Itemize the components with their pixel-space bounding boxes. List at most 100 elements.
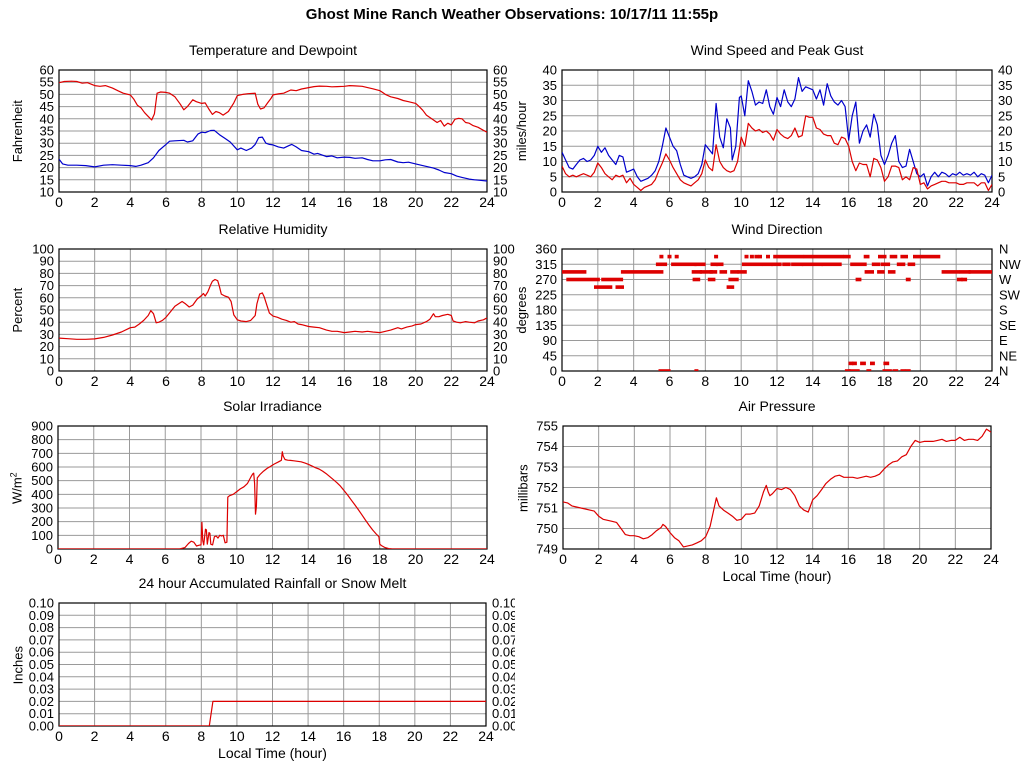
svg-text:10: 10 xyxy=(998,154,1012,169)
svg-text:700: 700 xyxy=(31,446,53,461)
svg-text:0.05: 0.05 xyxy=(492,657,515,672)
svg-text:18: 18 xyxy=(876,551,892,567)
svg-text:12: 12 xyxy=(769,194,785,210)
svg-text:16: 16 xyxy=(841,194,857,210)
svg-text:50: 50 xyxy=(40,87,54,102)
svg-text:14: 14 xyxy=(805,373,821,389)
svg-text:2: 2 xyxy=(91,194,99,210)
svg-text:55: 55 xyxy=(493,75,507,90)
svg-text:24: 24 xyxy=(479,551,495,567)
svg-text:10: 10 xyxy=(40,185,54,200)
svg-text:0: 0 xyxy=(47,364,54,379)
svg-text:4: 4 xyxy=(126,194,134,210)
x-axis-label-pressure: Local Time (hour) xyxy=(722,568,832,584)
svg-text:8: 8 xyxy=(702,551,710,567)
svg-text:0.00: 0.00 xyxy=(29,719,54,734)
air-pressure-plot: 0 2 4 6 8 10 12 14 16 18 20 22 247497507517527537547… xyxy=(536,419,999,568)
svg-text:20: 20 xyxy=(408,373,424,389)
svg-text:NW: NW xyxy=(999,257,1021,272)
svg-text:22: 22 xyxy=(443,728,459,744)
svg-text:S: S xyxy=(999,303,1008,318)
svg-text:15: 15 xyxy=(493,172,507,187)
svg-text:20: 20 xyxy=(408,194,424,210)
svg-text:0.01: 0.01 xyxy=(492,706,515,721)
svg-text:40: 40 xyxy=(998,63,1012,78)
svg-text:10: 10 xyxy=(493,185,507,200)
svg-text:70: 70 xyxy=(493,278,507,293)
svg-text:12: 12 xyxy=(265,373,281,389)
svg-text:W: W xyxy=(999,272,1012,287)
svg-text:10: 10 xyxy=(493,351,507,366)
svg-text:SE: SE xyxy=(999,318,1017,333)
svg-text:8: 8 xyxy=(197,551,205,567)
svg-text:0.10: 0.10 xyxy=(492,596,515,611)
svg-text:14: 14 xyxy=(301,194,317,210)
svg-text:750: 750 xyxy=(536,521,558,536)
svg-text:12: 12 xyxy=(769,551,785,567)
svg-text:30: 30 xyxy=(493,327,507,342)
svg-text:14: 14 xyxy=(300,551,316,567)
chart-title-rainfall: 24 hour Accumulated Rainfall or Snow Mel… xyxy=(138,575,407,591)
svg-text:0.06: 0.06 xyxy=(492,645,515,660)
svg-text:270: 270 xyxy=(535,272,557,287)
svg-text:16: 16 xyxy=(336,728,352,744)
svg-text:100: 100 xyxy=(31,528,53,543)
svg-text:12: 12 xyxy=(265,194,281,210)
svg-text:4: 4 xyxy=(126,373,134,389)
svg-text:50: 50 xyxy=(493,303,507,318)
svg-text:0: 0 xyxy=(46,542,53,557)
svg-text:30: 30 xyxy=(543,93,557,108)
svg-text:22: 22 xyxy=(444,194,460,210)
svg-text:20: 20 xyxy=(913,194,929,210)
svg-text:0.02: 0.02 xyxy=(492,694,515,709)
svg-text:15: 15 xyxy=(40,172,54,187)
svg-text:20: 20 xyxy=(40,160,54,175)
air-pressure-chart: Air Pressure millibars 0 2 4 6 8 10 12 14 16 18 20… xyxy=(515,396,1024,591)
svg-text:18: 18 xyxy=(877,373,893,389)
svg-text:751: 751 xyxy=(536,501,558,516)
svg-text:100: 100 xyxy=(32,242,54,257)
svg-text:20: 20 xyxy=(998,124,1012,139)
svg-text:10: 10 xyxy=(40,351,54,366)
svg-text:60: 60 xyxy=(40,290,54,305)
svg-text:22: 22 xyxy=(443,551,459,567)
svg-text:20: 20 xyxy=(543,124,557,139)
svg-text:90: 90 xyxy=(543,333,557,348)
svg-text:5: 5 xyxy=(550,169,557,184)
svg-text:20: 20 xyxy=(493,160,507,175)
svg-text:0: 0 xyxy=(550,364,557,379)
svg-text:45: 45 xyxy=(543,348,557,363)
svg-text:0.06: 0.06 xyxy=(29,645,54,660)
svg-text:40: 40 xyxy=(543,63,557,78)
svg-text:8: 8 xyxy=(701,194,709,210)
svg-text:90: 90 xyxy=(40,254,54,269)
svg-text:135: 135 xyxy=(535,318,557,333)
svg-text:20: 20 xyxy=(407,728,423,744)
svg-text:4: 4 xyxy=(630,373,638,389)
page-title: Ghost Mine Ranch Weather Observations: 1… xyxy=(305,6,719,23)
svg-text:24: 24 xyxy=(479,373,495,389)
svg-text:0.03: 0.03 xyxy=(29,682,54,697)
svg-text:45: 45 xyxy=(40,99,54,114)
svg-text:0: 0 xyxy=(54,551,62,567)
svg-text:25: 25 xyxy=(493,148,507,163)
svg-text:55: 55 xyxy=(40,75,54,90)
svg-text:80: 80 xyxy=(493,266,507,281)
svg-text:0: 0 xyxy=(558,194,566,210)
svg-text:14: 14 xyxy=(301,373,317,389)
svg-text:16: 16 xyxy=(841,373,857,389)
svg-text:20: 20 xyxy=(493,339,507,354)
svg-text:0: 0 xyxy=(55,373,63,389)
svg-text:14: 14 xyxy=(805,551,821,567)
svg-text:16: 16 xyxy=(841,551,857,567)
svg-text:0.02: 0.02 xyxy=(29,694,54,709)
svg-text:8: 8 xyxy=(701,373,709,389)
svg-text:60: 60 xyxy=(40,63,54,78)
svg-text:6: 6 xyxy=(666,194,674,210)
svg-text:35: 35 xyxy=(543,78,557,93)
svg-text:0.08: 0.08 xyxy=(29,620,54,635)
svg-text:40: 40 xyxy=(40,111,54,126)
chart-title-temperature: Temperature and Dewpoint xyxy=(188,42,358,58)
svg-text:50: 50 xyxy=(40,303,54,318)
